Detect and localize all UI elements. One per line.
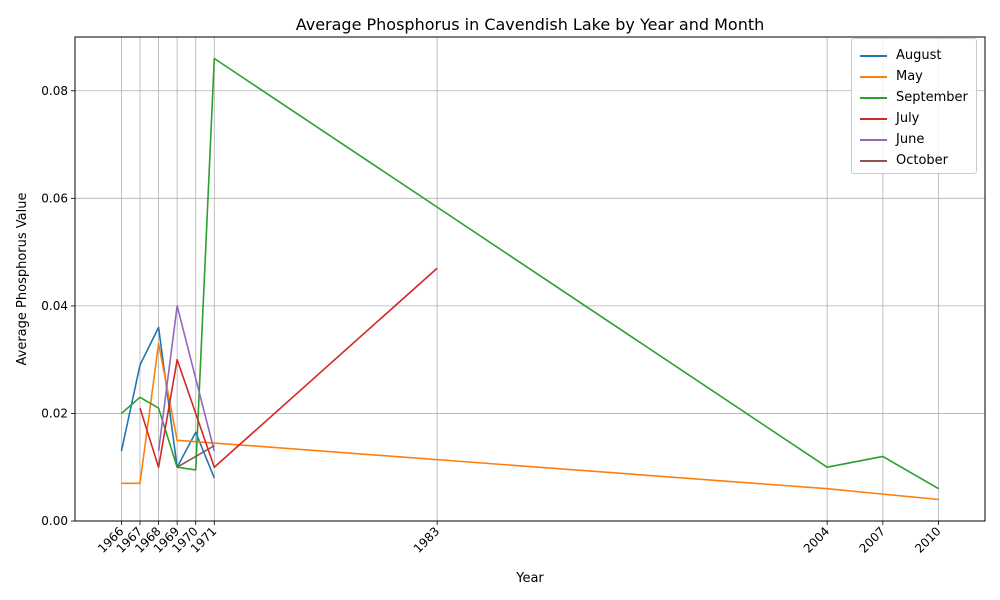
legend-item-july: July bbox=[860, 108, 976, 129]
chart-title: Average Phosphorus in Cavendish Lake by … bbox=[296, 15, 765, 34]
y-tick-label: 0.00 bbox=[41, 514, 68, 528]
y-tick-label: 0.08 bbox=[41, 84, 68, 98]
y-tick-label: 0.06 bbox=[41, 191, 68, 205]
legend-swatch bbox=[860, 75, 887, 78]
legend-label: October bbox=[896, 153, 949, 168]
series-line-july bbox=[139, 267, 438, 469]
x-tick-label: 2004 bbox=[801, 524, 832, 555]
legend-label: May bbox=[896, 69, 923, 84]
y-axis-ticks: 0.00 0.02 0.04 0.06 0.08 bbox=[41, 84, 75, 528]
plot-frame bbox=[74, 36, 986, 522]
legend-swatch bbox=[860, 54, 887, 57]
chart-legend: August May September July June October bbox=[851, 38, 977, 174]
legend-label: June bbox=[896, 132, 925, 147]
x-tick-label: 2007 bbox=[856, 524, 887, 555]
legend-swatch bbox=[860, 138, 887, 141]
y-tick-label: 0.02 bbox=[41, 406, 68, 420]
legend-item-may: May bbox=[860, 66, 976, 87]
x-tick-label: 1983 bbox=[411, 524, 442, 555]
legend-swatch bbox=[860, 96, 887, 99]
y-axis-label: Average Phosphorus Value bbox=[15, 193, 30, 366]
series-line-september bbox=[120, 57, 939, 490]
legend-swatch bbox=[860, 117, 887, 120]
legend-label: July bbox=[896, 111, 920, 126]
x-tick-label: 2010 bbox=[912, 524, 943, 555]
series-lines bbox=[120, 57, 939, 501]
legend-item-june: June bbox=[860, 129, 976, 150]
series-line-june bbox=[157, 305, 216, 452]
legend-item-september: September bbox=[860, 87, 976, 108]
x-axis-label: Year bbox=[515, 571, 544, 586]
series-line-august bbox=[120, 326, 216, 479]
series-line-may bbox=[121, 342, 939, 501]
y-tick-label: 0.04 bbox=[41, 299, 68, 313]
series-line-october bbox=[176, 445, 215, 468]
legend-label: September bbox=[896, 90, 968, 105]
legend-item-october: October bbox=[860, 150, 976, 171]
legend-label: August bbox=[896, 48, 942, 63]
legend-swatch bbox=[860, 159, 887, 162]
legend-item-august: August bbox=[860, 45, 976, 66]
